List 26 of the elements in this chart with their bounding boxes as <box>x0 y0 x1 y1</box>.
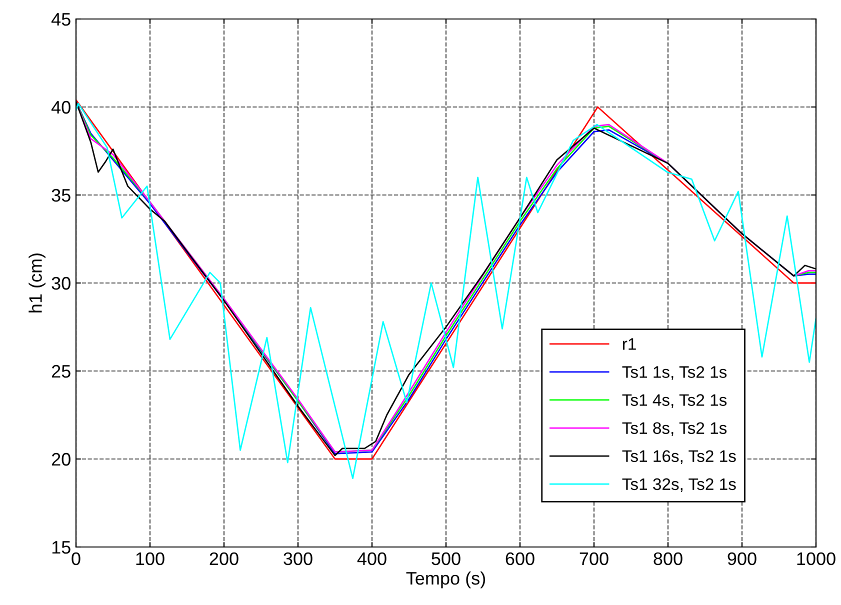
legend-label: Ts1 4s, Ts2 1s <box>622 394 727 408</box>
x-tick-label: 200 <box>210 552 238 566</box>
x-tick-label: 700 <box>580 552 608 566</box>
x-tick-label: 800 <box>654 552 682 566</box>
legend-label: r1 <box>622 338 636 350</box>
x-tick-label: 400 <box>357 552 386 566</box>
y-tick-label: 40 <box>51 100 70 114</box>
x-tick-label: 300 <box>284 552 312 566</box>
y-tick-label: 35 <box>52 188 70 202</box>
y-tick-label: 30 <box>52 276 70 290</box>
legend-label: Ts1 16s, Ts2 1s <box>622 450 736 464</box>
y-tick-label: 25 <box>52 364 70 378</box>
y-tick-label: 15 <box>52 541 70 554</box>
y-tick-label: 45 <box>51 13 70 26</box>
x-tick-label: 600 <box>506 552 534 566</box>
y-tick-label: 20 <box>52 452 70 466</box>
legend-label: Ts1 32s, Ts2 1s <box>622 478 736 492</box>
y-axis-title: h1 (cm) <box>28 254 46 312</box>
x-tick-label: 500 <box>432 552 460 566</box>
legend-label: Ts1 8s, Ts2 1s <box>622 422 727 436</box>
legend-label: Ts1 1s, Ts2 1s <box>622 366 727 380</box>
x-tick-label: 100 <box>136 552 164 566</box>
x-tick-label: 900 <box>728 552 756 566</box>
x-tick-label: 1000 <box>797 552 836 566</box>
x-axis-title: Tempo (s) <box>406 571 486 588</box>
x-tick-label: 0 <box>72 552 80 566</box>
